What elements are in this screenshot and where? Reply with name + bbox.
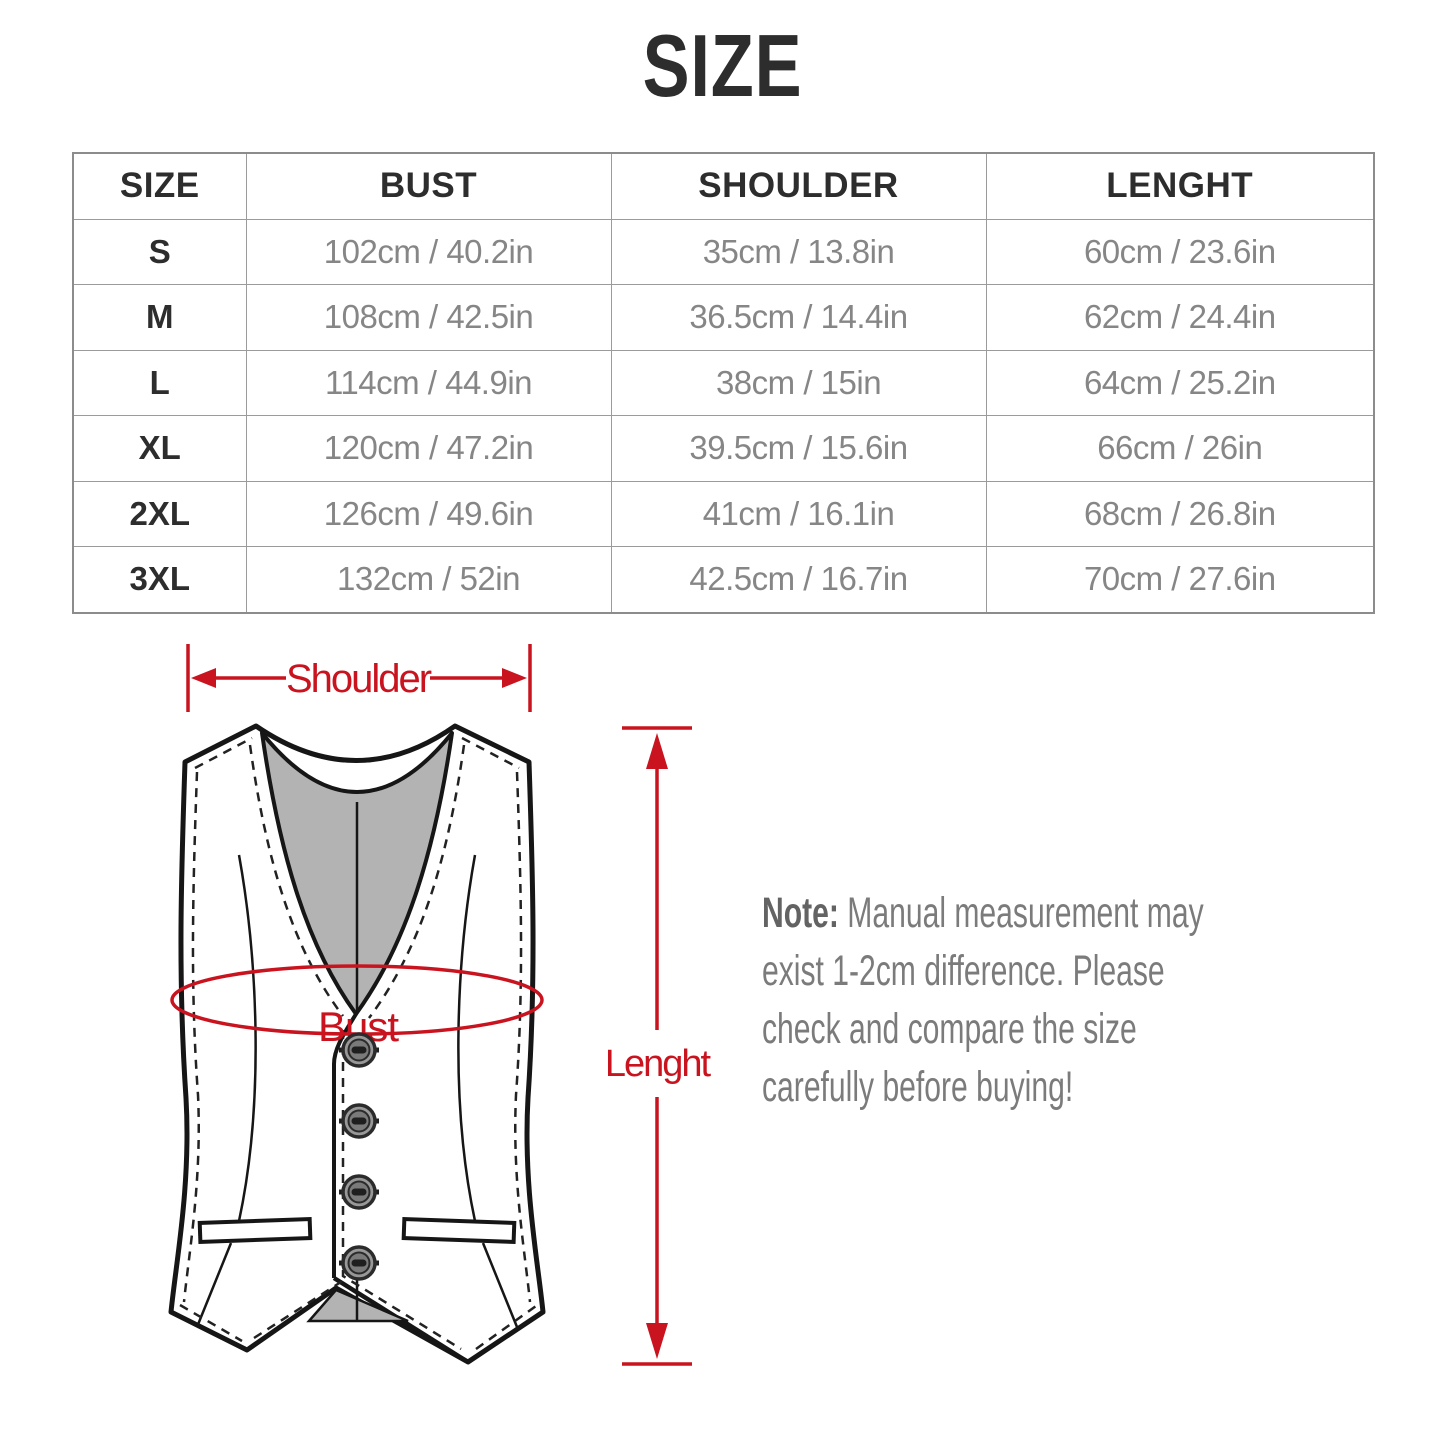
size-table: SIZE BUST SHOULDER LENGHT S 102cm / 40.2… — [72, 152, 1375, 614]
right-pocket — [401, 1217, 517, 1244]
header-bust: BUST — [245, 152, 612, 220]
arrowhead-down — [646, 1323, 668, 1359]
hem-notch-lining — [306, 1288, 409, 1323]
cell-size: S — [72, 218, 247, 285]
cell-bust: 108cm / 42.5in — [245, 284, 612, 351]
cell-shoulder: 39.5cm / 15.6in — [610, 415, 987, 482]
note-label: Note: — [762, 889, 839, 937]
cell-bust: 126cm / 49.6in — [245, 480, 612, 547]
cell-length: 64cm / 25.2in — [985, 349, 1375, 416]
vest-measurement-diagram: Shoulder Bust Lenght — [168, 644, 714, 1366]
table-row: 3XL 132cm / 52in 42.5cm / 16.7in 70cm / … — [72, 546, 1375, 613]
measurement-labels: Shoulder Bust Lenght — [191, 657, 714, 1359]
cell-size: M — [72, 284, 247, 351]
table-row: 2XL 126cm / 49.6in 41cm / 16.1in 68cm / … — [72, 480, 1375, 547]
header-length: LENGHT — [985, 152, 1375, 220]
cell-length: 66cm / 26in — [985, 415, 1375, 482]
cell-shoulder: 36.5cm / 14.4in — [610, 284, 987, 351]
cell-size: XL — [72, 415, 247, 482]
cell-length: 68cm / 26.8in — [985, 480, 1375, 547]
front-edge — [332, 1012, 358, 1278]
table-header-row: SIZE BUST SHOULDER LENGHT — [72, 152, 1375, 220]
stitch-lines — [179, 736, 537, 1351]
cell-size: 2XL — [72, 480, 247, 547]
cell-bust: 132cm / 52in — [245, 546, 612, 613]
length-label: Lenght — [605, 1043, 712, 1085]
measurement-note: Note: Manual measurement may exist 1-2cm… — [762, 884, 1210, 1116]
cell-length: 62cm / 24.4in — [985, 284, 1375, 351]
page-title: SIZE — [642, 16, 803, 115]
cell-shoulder: 35cm / 13.8in — [610, 218, 987, 285]
cell-bust: 120cm / 47.2in — [245, 415, 612, 482]
cell-bust: 114cm / 44.9in — [245, 349, 612, 416]
note-line-3: check and compare the size — [762, 1005, 1137, 1053]
cell-length: 70cm / 27.6in — [985, 546, 1375, 613]
vest-sketch — [168, 723, 546, 1365]
arrowhead-up — [646, 733, 668, 769]
table-row: L 114cm / 44.9in 38cm / 15in 64cm / 25.2… — [72, 349, 1375, 416]
header-shoulder: SHOULDER — [610, 152, 987, 220]
header-size: SIZE — [72, 152, 247, 220]
arrowhead-left — [191, 668, 216, 688]
note-line-1: Manual measurement may — [847, 889, 1204, 937]
cell-shoulder: 38cm / 15in — [610, 349, 987, 416]
arrowhead-right — [502, 668, 527, 688]
shoulder-label: Shoulder — [286, 657, 432, 701]
table-row: XL 120cm / 47.2in 39.5cm / 15.6in 66cm /… — [72, 415, 1375, 482]
table-row: S 102cm / 40.2in 35cm / 13.8in 60cm / 23… — [72, 218, 1375, 285]
cell-size: 3XL — [72, 546, 247, 613]
left-pocket — [197, 1217, 313, 1244]
cell-bust: 102cm / 40.2in — [245, 218, 612, 285]
note-line-4: carefully before buying! — [762, 1063, 1074, 1111]
table-row: M 108cm / 42.5in 36.5cm / 14.4in 62cm / … — [72, 284, 1375, 351]
cell-shoulder: 42.5cm / 16.7in — [610, 546, 987, 613]
note-line-2: exist 1-2cm difference. Please — [762, 947, 1165, 995]
cell-size: L — [72, 349, 247, 416]
cell-length: 60cm / 23.6in — [985, 218, 1375, 285]
cell-shoulder: 41cm / 16.1in — [610, 480, 987, 547]
